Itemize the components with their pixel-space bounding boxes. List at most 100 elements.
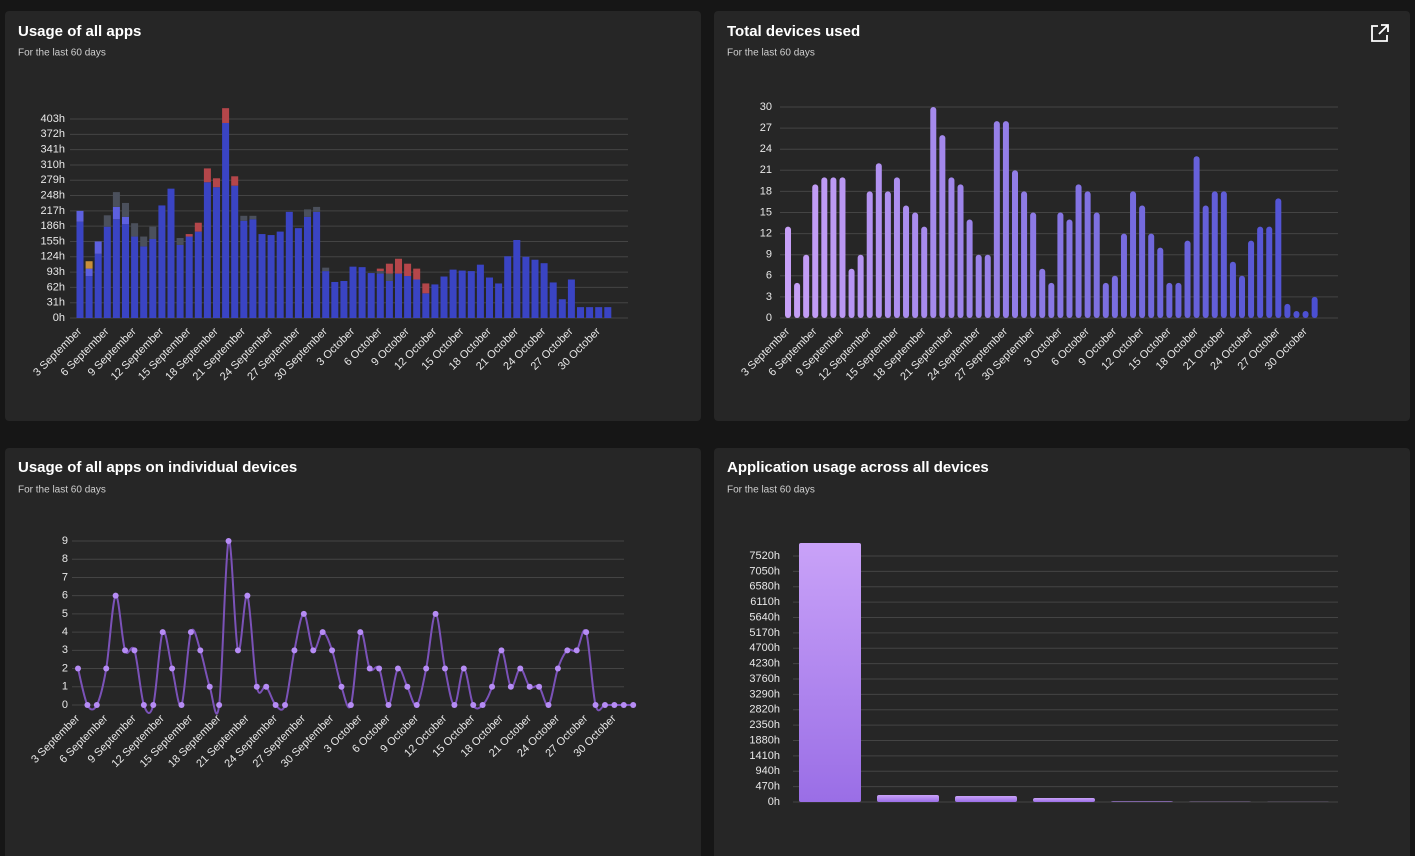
y-tick-label: 4230h xyxy=(749,658,780,670)
point xyxy=(225,538,232,544)
bar-segment xyxy=(131,236,139,318)
bar xyxy=(1275,198,1282,318)
bar-segment xyxy=(458,270,466,318)
panel xyxy=(5,448,701,856)
bar-segment xyxy=(586,307,594,318)
chart-title: Usage of all apps xyxy=(18,23,141,40)
point xyxy=(441,665,448,672)
bar-segment xyxy=(367,273,375,318)
bar-segment xyxy=(513,239,521,318)
y-tick-label: 217h xyxy=(41,205,65,217)
bar xyxy=(1057,212,1064,318)
panel xyxy=(714,448,1410,856)
point xyxy=(592,702,599,708)
point xyxy=(169,665,176,672)
bar-segment xyxy=(376,271,384,274)
bar-segment xyxy=(304,216,311,318)
point xyxy=(150,702,157,708)
y-tick-label: 155h xyxy=(41,235,65,247)
point xyxy=(460,665,467,672)
y-tick-label: 0h xyxy=(53,312,65,324)
bar-segment xyxy=(249,215,257,220)
bar-segment xyxy=(240,215,248,221)
point xyxy=(573,647,580,654)
y-tick-label: 5 xyxy=(62,608,68,620)
bar xyxy=(1193,156,1200,318)
point xyxy=(244,592,251,599)
y-tick-label: 9 xyxy=(62,535,68,547)
bar-segment xyxy=(595,307,603,318)
bar xyxy=(1075,184,1082,318)
bar xyxy=(948,177,955,318)
bar xyxy=(1102,282,1109,318)
point xyxy=(357,629,364,636)
bar-segment xyxy=(340,280,348,318)
bar xyxy=(1229,261,1236,318)
bar xyxy=(975,254,982,318)
bar-segment xyxy=(395,273,402,318)
bar-segment xyxy=(385,280,393,318)
open-external-icon[interactable] xyxy=(1371,24,1389,42)
bar-segment xyxy=(194,222,202,232)
bar-segment xyxy=(294,228,302,318)
bar xyxy=(1220,191,1227,318)
point xyxy=(489,683,496,690)
bar xyxy=(957,184,964,318)
point xyxy=(554,665,561,672)
bar-segment xyxy=(422,283,430,294)
bar-segment xyxy=(313,206,321,212)
bar-segment xyxy=(185,234,193,237)
point xyxy=(545,702,552,708)
bar-segment xyxy=(176,244,184,318)
point xyxy=(498,647,505,654)
bar-segment xyxy=(203,168,211,183)
bar xyxy=(1302,310,1309,318)
bar-segment xyxy=(112,219,120,318)
bar xyxy=(857,254,864,318)
chart-title: Application usage across all devices xyxy=(727,459,989,476)
bar xyxy=(1184,240,1191,318)
bar-segment xyxy=(222,108,230,123)
bar-segment xyxy=(103,226,111,318)
chart-title: Total devices used xyxy=(727,23,860,40)
y-tick-label: 21 xyxy=(760,164,772,176)
bar xyxy=(1139,205,1146,318)
point xyxy=(310,647,317,654)
point xyxy=(140,702,147,708)
bar xyxy=(939,135,946,318)
chart-subtitle: For the last 60 days xyxy=(727,48,815,59)
point xyxy=(601,702,608,708)
bar-segment xyxy=(531,259,539,318)
bar xyxy=(866,191,873,318)
bar-segment xyxy=(467,271,475,318)
y-tick-label: 0 xyxy=(766,312,772,324)
bar xyxy=(830,177,837,318)
y-tick-label: 0 xyxy=(62,699,68,711)
bar-segment xyxy=(122,216,129,225)
bar-segment xyxy=(540,263,548,318)
y-tick-label: 6 xyxy=(766,270,772,282)
point xyxy=(234,647,241,654)
bar-segment xyxy=(158,205,166,318)
bar xyxy=(1157,247,1164,318)
point xyxy=(216,702,223,708)
bar-segment xyxy=(231,185,239,318)
point xyxy=(413,702,420,708)
bar-segment xyxy=(395,258,402,274)
point xyxy=(197,647,204,654)
bar xyxy=(1284,303,1291,318)
point xyxy=(451,702,458,708)
bar-segment xyxy=(213,178,220,188)
y-tick-label: 124h xyxy=(41,251,65,263)
y-tick-label: 3290h xyxy=(749,688,780,700)
bar-segment xyxy=(522,256,530,318)
y-tick-label: 9 xyxy=(766,249,772,261)
bar-segment xyxy=(85,268,93,277)
bar-segment xyxy=(122,202,129,217)
point xyxy=(187,629,194,636)
y-tick-label: 1 xyxy=(62,681,68,693)
y-tick-label: 24 xyxy=(760,143,772,155)
y-tick-label: 2 xyxy=(62,662,68,674)
point xyxy=(319,629,326,636)
